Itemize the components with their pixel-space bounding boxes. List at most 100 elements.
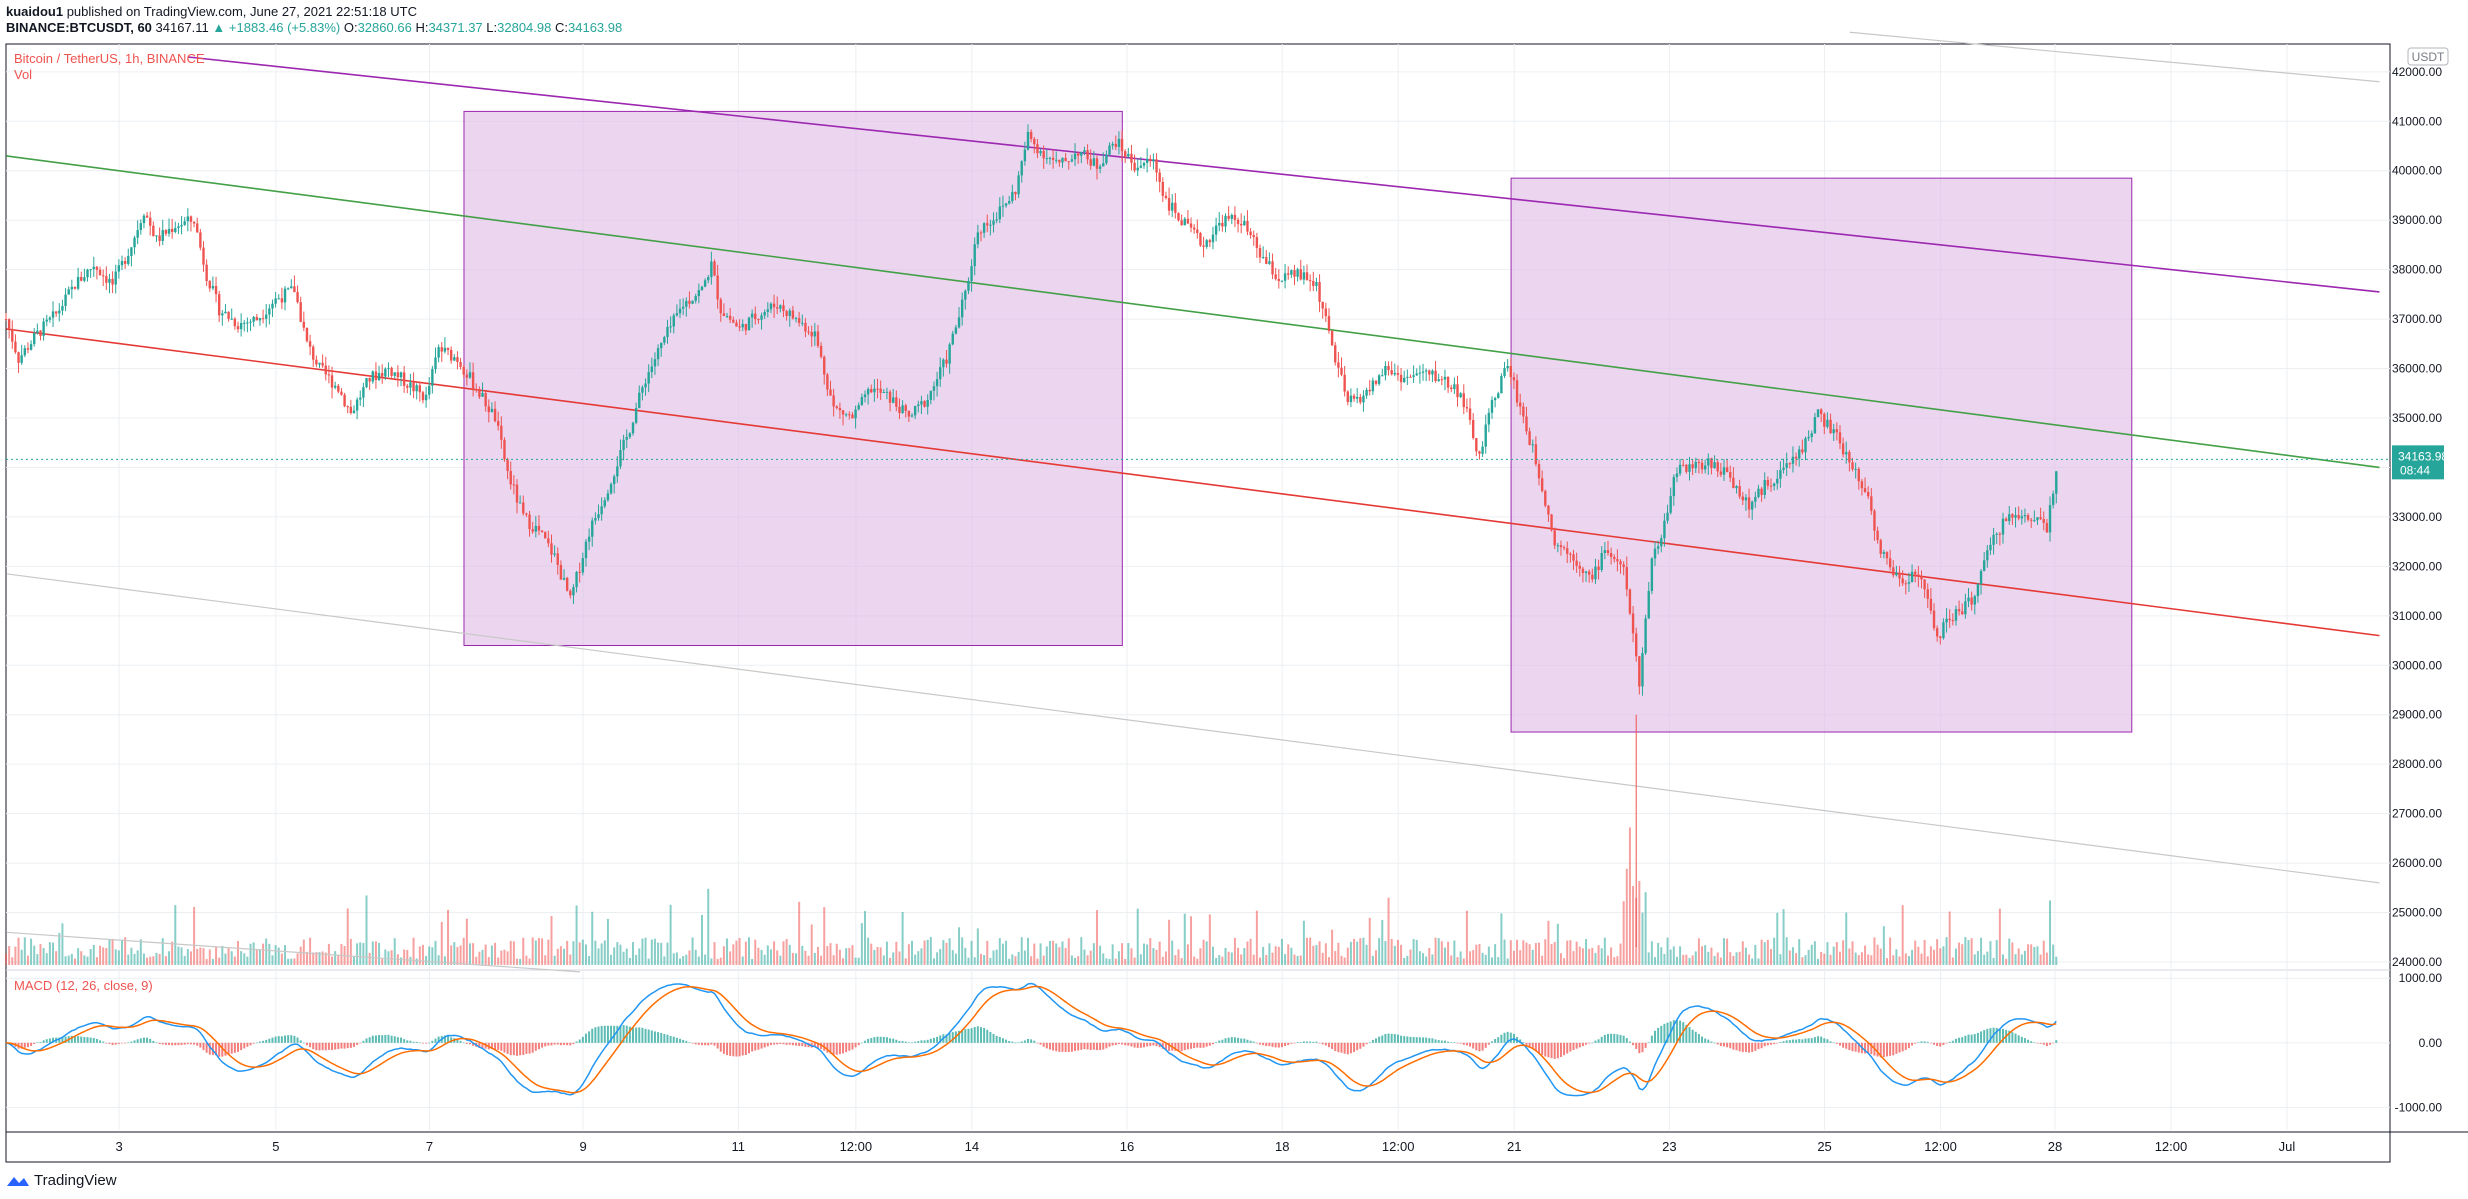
macd-hist-bar <box>541 1042 544 1048</box>
candle-body <box>449 349 453 361</box>
volume-bar <box>1669 949 1672 965</box>
volume-bar <box>1503 939 1506 965</box>
macd-hist-bar <box>224 1042 227 1056</box>
candle-body <box>515 484 519 503</box>
volume-bars <box>5 827 2058 965</box>
volume-bar <box>240 951 243 965</box>
macd-hist-bar <box>961 1029 964 1043</box>
macd-hist-bar <box>907 1042 910 1043</box>
volume-bar <box>625 948 628 965</box>
volume-bar <box>450 945 453 965</box>
macd-hist-bar <box>1117 1042 1120 1044</box>
volume-bar <box>1309 937 1312 965</box>
candle-body <box>123 261 127 264</box>
volume-bar <box>1625 868 1628 965</box>
candle-body <box>1318 281 1321 302</box>
candle-body <box>672 315 675 327</box>
macd-hist-bar <box>45 1039 48 1043</box>
candle-body <box>1080 152 1083 156</box>
volume-bar <box>58 932 61 965</box>
macd-hist-bar <box>1544 1042 1547 1057</box>
macd-hist-bar <box>1898 1042 1901 1053</box>
volume-bar <box>1434 937 1437 965</box>
volume-bar <box>164 956 167 965</box>
volume-bar <box>1817 958 1820 965</box>
volume-bar <box>1186 944 1189 965</box>
candle-body <box>1757 488 1760 497</box>
macd-hist-bar <box>1481 1042 1484 1051</box>
candle-body <box>1450 387 1453 390</box>
candle-body <box>1666 512 1669 521</box>
volume-bar <box>1722 938 1725 965</box>
macd-hist-bar <box>428 1042 431 1044</box>
volume-bar <box>30 938 33 965</box>
candle-body <box>377 373 381 381</box>
volume-bar <box>1030 956 1033 965</box>
macd-hist-bar <box>1111 1042 1114 1046</box>
macd-hist-bar <box>1722 1042 1725 1047</box>
volume-bar <box>2033 946 2036 965</box>
macd-hist-bar <box>1086 1042 1089 1050</box>
volume-bar <box>1230 952 1233 965</box>
candle-body <box>1838 432 1842 444</box>
candle-body <box>650 366 654 373</box>
volume-bar <box>1638 880 1641 965</box>
macd-hist-bar <box>1713 1042 1716 1044</box>
brand-name[interactable]: TradingView <box>34 1172 117 1189</box>
volume-bar <box>1083 949 1086 965</box>
macd-hist-bar <box>1027 1038 1030 1043</box>
volume-bar <box>1400 944 1403 965</box>
macd-hist-bar <box>149 1038 152 1043</box>
volume-bar <box>1666 937 1669 965</box>
volume-bar <box>1387 897 1390 965</box>
volume-bar <box>208 949 211 965</box>
macd-hist-bar <box>1857 1042 1860 1053</box>
macd-hist-bar <box>152 1040 155 1043</box>
candle-body <box>374 371 378 381</box>
volume-bar <box>804 950 807 965</box>
volume-bar <box>1268 943 1271 965</box>
macd-hist-bar <box>1666 1022 1669 1043</box>
candle-body <box>1136 167 1139 171</box>
candle-body <box>550 543 553 555</box>
candle-body <box>1374 380 1378 384</box>
candle-body <box>1208 240 1212 243</box>
volume-bar <box>1111 944 1114 965</box>
volume-bar <box>1873 937 1876 965</box>
volume-bar <box>1296 955 1299 965</box>
candle-body <box>1644 618 1647 654</box>
volume-bar <box>995 949 998 965</box>
price-tick-label: 42000.00 <box>2392 65 2442 79</box>
author-name[interactable]: kuaidou1 <box>6 4 64 19</box>
volume-bar <box>1791 947 1794 965</box>
macd-hist-bar <box>911 1042 914 1044</box>
macd-hist-bar <box>1224 1038 1227 1043</box>
volume-bar <box>1378 938 1381 965</box>
candle-body <box>691 300 694 304</box>
candle-body <box>1020 161 1023 176</box>
volume-bar <box>296 953 299 965</box>
price-chart[interactable]: 24000.0025000.0026000.0027000.0028000.00… <box>0 0 2468 1170</box>
macd-hist-bar <box>660 1033 663 1043</box>
volume-bar <box>1412 939 1415 965</box>
candle-body <box>641 387 644 393</box>
candle-body <box>139 223 143 231</box>
candle-body <box>1221 222 1224 227</box>
macd-hist-bar <box>895 1039 898 1043</box>
price-tick-label: 25000.00 <box>2392 906 2442 920</box>
volume-bar <box>271 955 274 965</box>
volume-bar <box>632 942 634 965</box>
volume-bar <box>1055 943 1058 965</box>
candle-body <box>1616 559 1619 562</box>
candle-body <box>885 391 889 393</box>
macd-hist-bar <box>302 1042 305 1044</box>
volume-bar <box>1585 938 1588 965</box>
macd-hist-bar <box>816 1042 819 1048</box>
volume-bar <box>415 958 418 965</box>
currency-badge[interactable]: USDT <box>2407 47 2449 66</box>
candle-body <box>23 348 27 356</box>
candle-body <box>490 408 494 413</box>
macd-hist-bar <box>305 1042 308 1046</box>
candle-body <box>1512 377 1516 381</box>
macd-hist-bar <box>2011 1032 2014 1043</box>
